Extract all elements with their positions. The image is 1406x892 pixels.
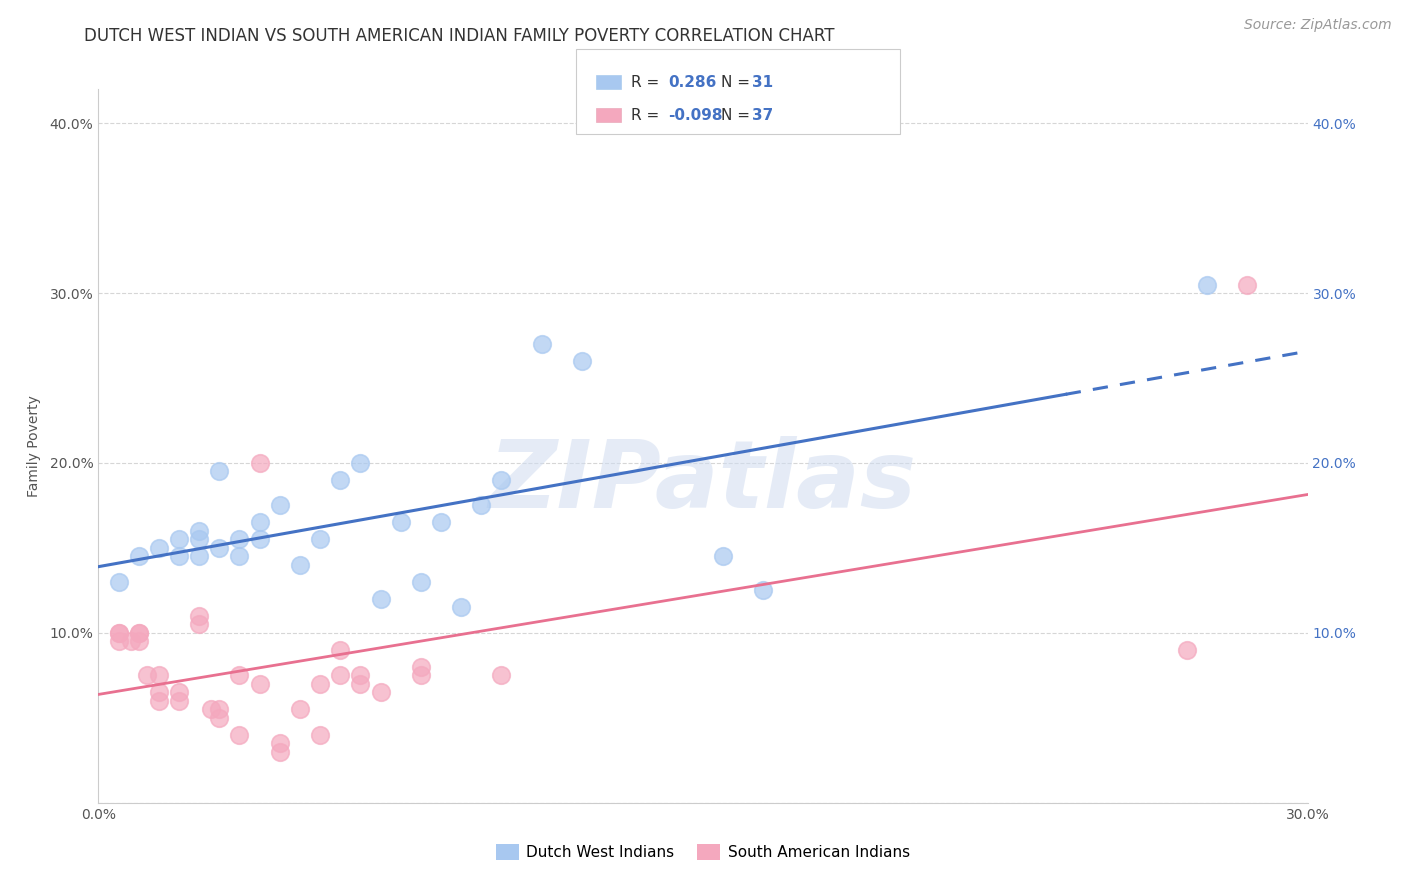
Point <box>752 583 775 598</box>
Point <box>200 702 222 716</box>
Point <box>309 533 332 547</box>
Point <box>148 694 170 708</box>
Point <box>135 668 157 682</box>
Point <box>450 600 472 615</box>
Point <box>269 745 291 759</box>
Point <box>249 516 271 530</box>
Point <box>249 533 271 547</box>
Point <box>409 660 432 674</box>
Point <box>409 668 432 682</box>
Point <box>491 473 513 487</box>
Point <box>309 677 332 691</box>
Point <box>167 694 190 708</box>
Point <box>208 465 231 479</box>
Text: 0.286: 0.286 <box>668 75 716 90</box>
Point <box>389 516 412 530</box>
Y-axis label: Family Poverty: Family Poverty <box>27 395 41 497</box>
Point <box>128 634 150 648</box>
Text: 37: 37 <box>752 108 773 123</box>
Point <box>1236 277 1258 292</box>
Text: 31: 31 <box>752 75 773 90</box>
Point <box>188 617 211 632</box>
Point <box>188 533 211 547</box>
Point <box>228 549 250 564</box>
Point <box>571 354 593 368</box>
Text: R =: R = <box>631 108 665 123</box>
Point <box>128 626 150 640</box>
Point <box>228 533 250 547</box>
Point <box>711 549 734 564</box>
Point <box>208 711 231 725</box>
Point <box>107 626 129 640</box>
Point <box>269 499 291 513</box>
Point <box>120 634 142 648</box>
Point <box>530 337 553 351</box>
Text: N =: N = <box>721 108 755 123</box>
Text: DUTCH WEST INDIAN VS SOUTH AMERICAN INDIAN FAMILY POVERTY CORRELATION CHART: DUTCH WEST INDIAN VS SOUTH AMERICAN INDI… <box>84 27 835 45</box>
Point <box>309 728 332 742</box>
Text: N =: N = <box>721 75 755 90</box>
Point <box>188 524 211 538</box>
Point <box>167 533 190 547</box>
Point <box>349 668 371 682</box>
Point <box>107 634 129 648</box>
Point <box>167 685 190 699</box>
Text: R =: R = <box>631 75 665 90</box>
Point <box>208 541 231 555</box>
Point <box>491 668 513 682</box>
Point <box>349 456 371 470</box>
Text: -0.098: -0.098 <box>668 108 723 123</box>
Point <box>107 626 129 640</box>
Point <box>148 541 170 555</box>
Point <box>370 685 392 699</box>
Point <box>349 677 371 691</box>
Point <box>430 516 453 530</box>
Point <box>188 608 211 623</box>
Point <box>188 549 211 564</box>
Point <box>1175 643 1198 657</box>
Point <box>370 591 392 606</box>
Point <box>107 574 129 589</box>
Point <box>409 574 432 589</box>
Point <box>228 668 250 682</box>
Point <box>228 728 250 742</box>
Point <box>288 702 311 716</box>
Text: ZIPatlas: ZIPatlas <box>489 435 917 528</box>
Point <box>128 626 150 640</box>
Point <box>249 456 271 470</box>
Point <box>208 702 231 716</box>
Point <box>249 677 271 691</box>
Text: Source: ZipAtlas.com: Source: ZipAtlas.com <box>1244 18 1392 32</box>
Point <box>329 473 352 487</box>
Point <box>167 549 190 564</box>
Point <box>148 685 170 699</box>
Point <box>288 558 311 572</box>
Point <box>128 549 150 564</box>
Point <box>148 668 170 682</box>
Legend: Dutch West Indians, South American Indians: Dutch West Indians, South American India… <box>489 838 917 866</box>
Point <box>329 643 352 657</box>
Point <box>470 499 492 513</box>
Point <box>269 736 291 750</box>
Point <box>329 668 352 682</box>
Point <box>1195 277 1218 292</box>
